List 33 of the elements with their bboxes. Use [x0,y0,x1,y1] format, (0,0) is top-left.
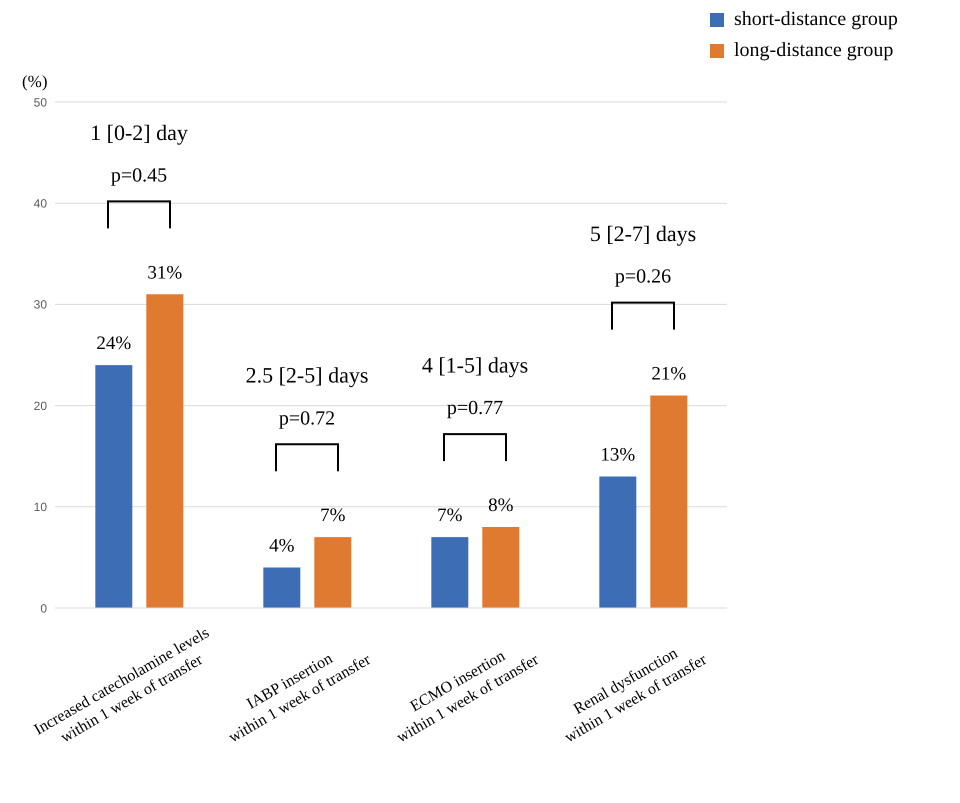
bar [431,537,468,608]
bar [95,365,132,608]
bar [482,527,520,608]
annotation: p=0.26 [614,266,672,288]
bar [599,476,636,608]
data-label: 21% [651,363,686,384]
data-label: 7% [437,505,463,526]
bar [263,568,300,608]
annotation: 4 [1-5] days [422,352,528,378]
bar [314,537,352,608]
annotation: 1 [0-2] day [90,120,188,145]
bar [146,294,184,608]
data-label: 4% [269,536,295,557]
y-tick-label: 10 [34,500,48,514]
annotation: p=0.72 [278,407,336,430]
bar [650,395,688,608]
y-tick-label: 20 [34,398,48,413]
legend-label: long-distance group [734,39,894,62]
annotation: 2.5 [2-5] days [246,362,368,388]
annotation: 5 [2-7] days [590,221,696,246]
data-label: 13% [600,444,636,466]
annotation: p=0.45 [110,164,168,186]
data-label: 24% [96,333,132,354]
data-label: 31% [147,262,182,284]
y-tick-label: 0 [40,601,48,616]
y-tick-label: 50 [34,95,48,110]
y-tick-label: 30 [34,298,48,312]
data-label: 8% [488,495,514,516]
data-label: 7% [320,505,346,526]
y-tick-label: 40 [34,196,48,210]
annotation: p=0.77 [446,397,504,420]
y-axis-title: (%) [22,72,48,92]
legend-label: short-distance group [734,8,898,31]
